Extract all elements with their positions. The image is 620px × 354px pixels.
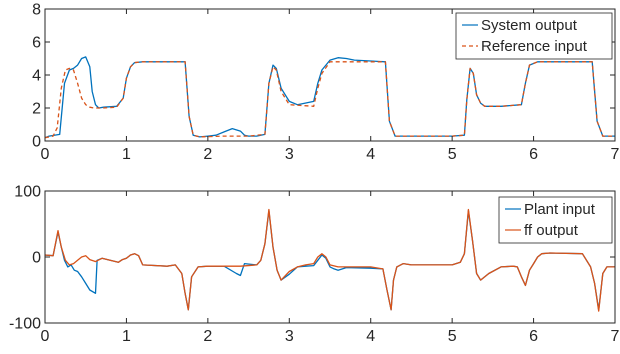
y-tick-label-top-0: 0: [32, 134, 41, 151]
y-tick-label-top-8: 8: [32, 2, 41, 19]
y-tick-label-bottom-0: 0: [32, 250, 41, 267]
x-tick-label-bottom-5: 5: [448, 328, 457, 345]
y-tick-label-top-6: 6: [32, 35, 41, 52]
x-tick-label-top-4: 4: [366, 146, 375, 163]
x-tick-label-bottom-3: 3: [285, 328, 294, 345]
y-tick-label-bottom-100: 100: [14, 184, 41, 201]
y-tick-label-top-2: 2: [32, 101, 41, 118]
x-tick-label-bottom-7: 7: [611, 328, 620, 345]
x-tick-label-bottom-0: 0: [41, 328, 50, 345]
y-tick-label-top-4: 4: [32, 68, 41, 85]
legend-label-ff-output: ff output: [524, 222, 579, 239]
series-lines-top: [45, 57, 615, 138]
x-tick-label-top-0: 0: [41, 146, 50, 163]
x-tick-label-top-2: 2: [203, 146, 212, 163]
legend-label-system-output: System output: [481, 17, 578, 34]
x-tick-label-top-6: 6: [529, 146, 538, 163]
x-tick-label-top-1: 1: [122, 146, 131, 163]
x-tick-label-bottom-6: 6: [529, 328, 538, 345]
series-line-reference-input: [45, 62, 615, 138]
x-tick-label-bottom-2: 2: [203, 328, 212, 345]
x-tick-label-top-3: 3: [285, 146, 294, 163]
x-tick-label-top-5: 5: [448, 146, 457, 163]
plot-top: 0 1 2 3 4 5 6 7 0 2 4 6 8 System output Reference in…: [32, 2, 619, 164]
legend-top: System output Reference input: [456, 13, 612, 59]
x-tick-label-bottom-1: 1: [122, 328, 131, 345]
x-tick-label-bottom-4: 4: [366, 328, 375, 345]
legend-label-reference-input: Reference input: [481, 38, 588, 55]
x-tick-label-top-7: 7: [611, 146, 620, 163]
legend-bottom: Plant input ff output: [499, 197, 612, 243]
legend-label-plant-input: Plant input: [524, 201, 596, 218]
y-tick-label-bottom--100: -100: [9, 316, 41, 333]
series-line-system-output: [45, 57, 615, 138]
